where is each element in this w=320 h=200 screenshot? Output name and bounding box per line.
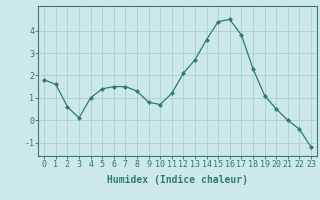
X-axis label: Humidex (Indice chaleur): Humidex (Indice chaleur) bbox=[107, 175, 248, 185]
